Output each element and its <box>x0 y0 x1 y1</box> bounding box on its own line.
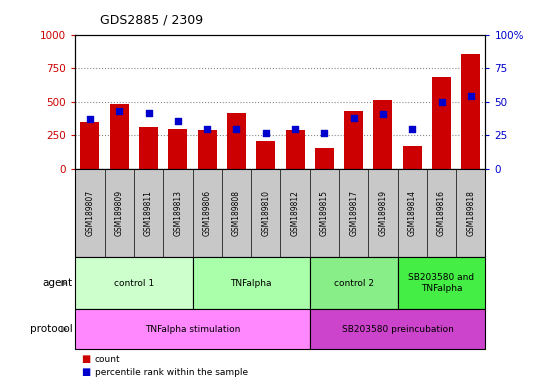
Text: protocol: protocol <box>30 324 73 334</box>
Bar <box>432 77 451 169</box>
Text: GSM189809: GSM189809 <box>115 190 124 236</box>
Text: control 2: control 2 <box>334 279 374 288</box>
Point <box>408 126 417 132</box>
Bar <box>403 146 422 169</box>
Bar <box>110 104 129 169</box>
Text: GDS2885 / 2309: GDS2885 / 2309 <box>100 13 204 26</box>
Text: GSM189818: GSM189818 <box>466 190 475 236</box>
Point <box>466 93 475 99</box>
Point <box>349 115 358 121</box>
Bar <box>373 101 392 169</box>
Point <box>232 126 241 132</box>
Point <box>437 99 446 105</box>
Text: ■: ■ <box>81 354 90 364</box>
Text: GSM189810: GSM189810 <box>261 190 270 236</box>
Point <box>144 109 153 116</box>
Bar <box>227 113 246 169</box>
Point <box>203 126 211 132</box>
Point <box>115 108 124 114</box>
Text: GSM189808: GSM189808 <box>232 190 241 236</box>
Text: count: count <box>95 354 121 364</box>
Bar <box>461 54 480 169</box>
Bar <box>169 129 187 169</box>
Text: TNFalpha stimulation: TNFalpha stimulation <box>145 325 240 334</box>
Text: control 1: control 1 <box>114 279 154 288</box>
Text: GSM189813: GSM189813 <box>174 190 182 236</box>
Text: percentile rank within the sample: percentile rank within the sample <box>95 368 248 377</box>
Text: GSM189806: GSM189806 <box>203 190 211 236</box>
Point <box>320 130 329 136</box>
Bar <box>315 148 334 169</box>
Text: GSM189817: GSM189817 <box>349 190 358 236</box>
Text: GSM189814: GSM189814 <box>408 190 417 236</box>
Bar <box>198 130 217 169</box>
Text: ■: ■ <box>81 367 90 377</box>
Point <box>174 118 182 124</box>
Text: agent: agent <box>42 278 73 288</box>
Bar <box>256 141 275 169</box>
Text: GSM189807: GSM189807 <box>85 190 94 236</box>
Text: GSM189819: GSM189819 <box>378 190 387 236</box>
Point <box>261 130 270 136</box>
Text: GSM189812: GSM189812 <box>291 190 300 236</box>
Text: GSM189811: GSM189811 <box>144 190 153 236</box>
Bar <box>139 127 158 169</box>
Text: SB203580 preincubation: SB203580 preincubation <box>341 325 454 334</box>
Point <box>85 116 94 122</box>
Text: SB203580 and
TNFalpha: SB203580 and TNFalpha <box>408 273 475 293</box>
Text: GSM189815: GSM189815 <box>320 190 329 236</box>
Bar <box>80 122 99 169</box>
Point <box>291 126 300 132</box>
Bar <box>286 130 305 169</box>
Text: TNFalpha: TNFalpha <box>230 279 272 288</box>
Text: GSM189816: GSM189816 <box>437 190 446 236</box>
Bar <box>344 111 363 169</box>
Point <box>378 111 387 117</box>
